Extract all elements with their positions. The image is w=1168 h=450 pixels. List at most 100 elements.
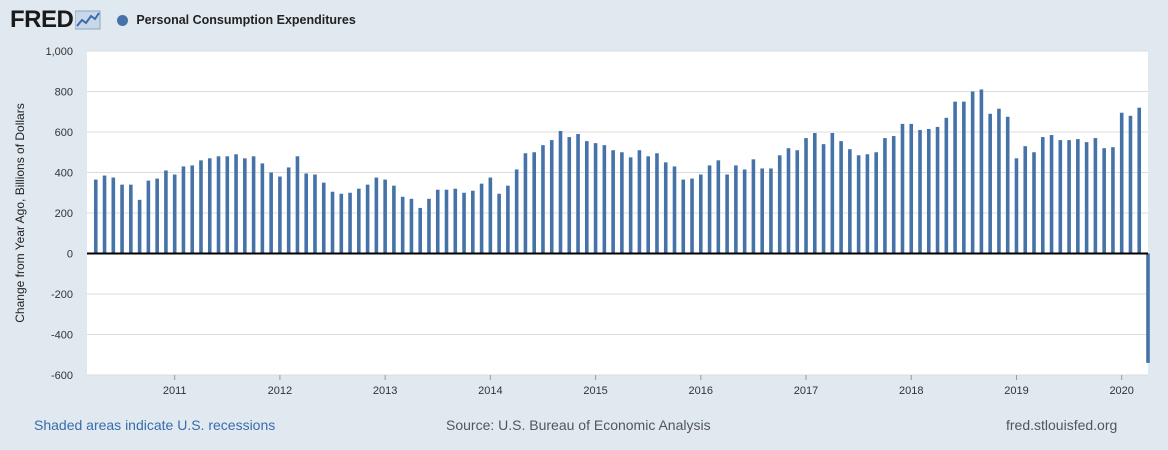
bar — [1084, 142, 1089, 254]
bar — [593, 143, 598, 254]
bar — [1058, 140, 1063, 254]
y-tick-label: 800 — [55, 87, 73, 99]
bar — [1111, 147, 1115, 254]
bar — [357, 188, 361, 254]
bar — [558, 130, 563, 254]
site-link[interactable]: fred.stlouisfed.org — [1006, 417, 1118, 433]
bar — [637, 150, 642, 254]
bar — [935, 126, 940, 254]
bar — [295, 156, 300, 254]
bar — [260, 163, 265, 254]
bar — [646, 156, 650, 254]
bar — [225, 156, 230, 254]
bar — [839, 141, 843, 254]
bar — [962, 101, 966, 254]
bars — [93, 89, 1150, 363]
bar — [400, 196, 405, 254]
x-tick-label: 2017 — [794, 385, 818, 397]
bar — [330, 191, 335, 254]
bar — [567, 137, 572, 254]
bar — [1040, 137, 1045, 254]
bar — [891, 136, 896, 254]
x-tick-label: 2019 — [1004, 385, 1028, 397]
bar — [155, 178, 159, 254]
bar — [883, 138, 887, 254]
bar — [435, 189, 440, 254]
y-tick-label: -200 — [51, 289, 73, 301]
bar — [821, 144, 826, 254]
bar — [129, 184, 133, 254]
fred-graph-icon — [75, 10, 101, 30]
bar — [690, 178, 694, 254]
bar — [576, 134, 580, 254]
bar — [479, 183, 484, 254]
bar — [725, 174, 729, 254]
bar — [532, 152, 536, 254]
bar — [409, 198, 414, 254]
bar — [953, 101, 957, 254]
bar — [699, 174, 703, 254]
bar — [848, 149, 852, 254]
bar — [970, 91, 975, 254]
bar — [418, 207, 423, 254]
bar — [383, 179, 387, 254]
bar — [146, 180, 151, 254]
bar — [462, 192, 466, 254]
bar — [506, 185, 510, 254]
chart: 1,000 800 600 400 200 0 -200 -400 -600 2011 2012 20… — [13, 46, 1150, 397]
bar — [1032, 152, 1036, 254]
bar — [190, 165, 195, 254]
bar — [102, 175, 107, 254]
x-tick-label: 2011 — [163, 385, 187, 397]
bar — [742, 169, 747, 254]
bar — [111, 177, 116, 254]
y-tick-label: 1,000 — [45, 46, 73, 58]
x-tick-label: 2012 — [268, 385, 292, 397]
bar — [365, 184, 370, 254]
bar — [909, 123, 914, 254]
bar — [585, 141, 589, 254]
bar — [471, 190, 475, 254]
bar — [672, 166, 677, 254]
bar — [137, 199, 142, 254]
bar — [734, 165, 738, 254]
bar — [795, 150, 800, 254]
bar — [663, 162, 668, 254]
bar — [207, 158, 212, 254]
bar — [164, 170, 168, 254]
bar — [216, 156, 221, 254]
bar — [251, 156, 256, 254]
legend-series-label[interactable]: Personal Consumption Expenditures — [136, 13, 356, 27]
bar — [234, 154, 238, 254]
bar — [269, 172, 273, 254]
x-tick-label: 2013 — [373, 385, 397, 397]
bar — [286, 167, 291, 254]
bar — [681, 179, 686, 254]
recessions-note[interactable]: Shaded areas indicate U.S. recessions — [34, 417, 276, 433]
bar — [321, 182, 326, 254]
bar — [93, 179, 98, 254]
bar — [988, 113, 992, 254]
bar — [812, 133, 817, 254]
bar — [541, 145, 545, 254]
bar — [900, 123, 905, 254]
bar — [549, 140, 554, 254]
bar — [1102, 148, 1106, 254]
x-tick-label: 2015 — [583, 385, 607, 397]
y-tick-label: 200 — [55, 208, 73, 220]
bar — [769, 168, 773, 254]
bar — [1146, 253, 1150, 363]
bar — [655, 153, 659, 254]
bar — [918, 129, 922, 254]
bar — [1119, 112, 1124, 254]
y-axis-label: Change from Year Ago, Billions of Dollar… — [13, 103, 27, 322]
bar — [488, 177, 493, 254]
bar — [304, 173, 309, 254]
fred-logo[interactable]: FRED — [10, 6, 74, 33]
bar — [620, 152, 624, 254]
bar — [856, 155, 861, 254]
bar — [1067, 140, 1071, 254]
bar — [199, 160, 203, 254]
bar — [777, 155, 782, 254]
bar — [865, 154, 870, 254]
